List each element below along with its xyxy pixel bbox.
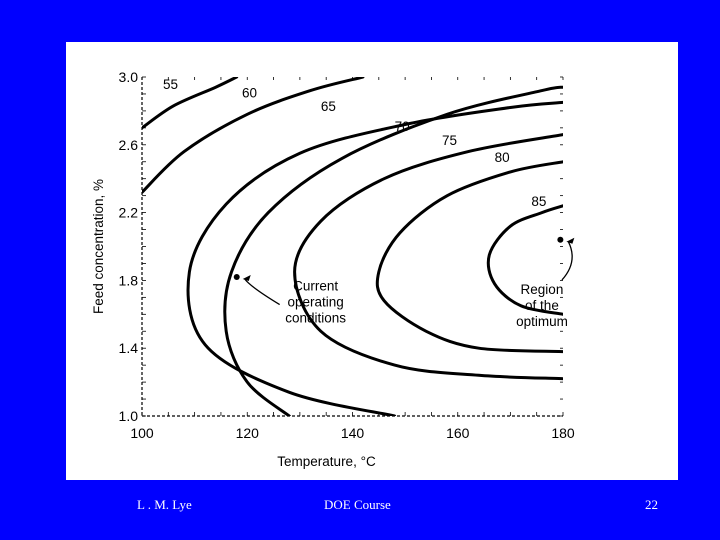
y-tick-label: 1.4 bbox=[119, 340, 139, 356]
current-conditions-arrow bbox=[244, 278, 281, 306]
footer-course: DOE Course bbox=[324, 497, 391, 512]
contour-chart: 1.0 1.4 1.8 2.2 2.6 3.0 100 120 140 160 180 Tempera… bbox=[91, 69, 575, 469]
contour-line-85 bbox=[486, 204, 563, 316]
footer-page-number: 22 bbox=[645, 497, 658, 512]
contour-label-55: 55 bbox=[163, 77, 178, 92]
contour-line-75 bbox=[293, 133, 563, 381]
contour-line-60 bbox=[142, 77, 365, 194]
y-tick-label: 1.8 bbox=[119, 272, 139, 288]
current-conditions-point bbox=[233, 274, 240, 281]
contour-line-55 bbox=[142, 77, 239, 130]
contour-line-70 bbox=[186, 100, 563, 416]
footer-author: L . M. Lye bbox=[137, 497, 192, 512]
contour-label-85: 85 bbox=[531, 194, 546, 209]
current-conditions-label: conditions bbox=[285, 311, 346, 326]
optimum-region-point bbox=[557, 236, 564, 243]
contour-line-80 bbox=[375, 160, 563, 354]
optimum-region-label: optimum bbox=[516, 314, 568, 329]
optimum-region-arrowhead bbox=[566, 237, 575, 244]
current-conditions-label: Current bbox=[293, 279, 338, 294]
y-tick-label: 3.0 bbox=[119, 69, 139, 85]
y-axis-title: Feed concentration, % bbox=[91, 179, 106, 314]
contour-label-60: 60 bbox=[242, 85, 257, 100]
y-tick-label: 2.6 bbox=[119, 137, 139, 153]
current-conditions-label: operating bbox=[288, 295, 344, 310]
optimum-region-label: of the bbox=[525, 298, 559, 313]
optimum-region-label: Region bbox=[521, 282, 564, 297]
x-tick-label: 100 bbox=[130, 425, 154, 441]
contour-label-70: 70 bbox=[395, 119, 410, 134]
x-tick-label: 140 bbox=[341, 425, 365, 441]
contour-label-65: 65 bbox=[321, 99, 336, 114]
x-axis-title: Temperature, °C bbox=[277, 454, 376, 469]
contour-label-80: 80 bbox=[495, 150, 510, 165]
contour-figure: 1.0 1.4 1.8 2.2 2.6 3.0 100 120 140 160 180 Tempera… bbox=[66, 42, 678, 480]
current-conditions-arrowhead bbox=[242, 275, 251, 282]
y-tick-label: 1.0 bbox=[119, 408, 139, 424]
y-tick-label: 2.2 bbox=[119, 205, 139, 221]
contour-label-75: 75 bbox=[442, 133, 457, 148]
x-tick-label: 180 bbox=[551, 425, 575, 441]
optimum-region-arrow bbox=[561, 241, 573, 281]
x-tick-label: 120 bbox=[236, 425, 260, 441]
contour-line-65 bbox=[223, 85, 563, 416]
x-tick-label: 160 bbox=[446, 425, 470, 441]
